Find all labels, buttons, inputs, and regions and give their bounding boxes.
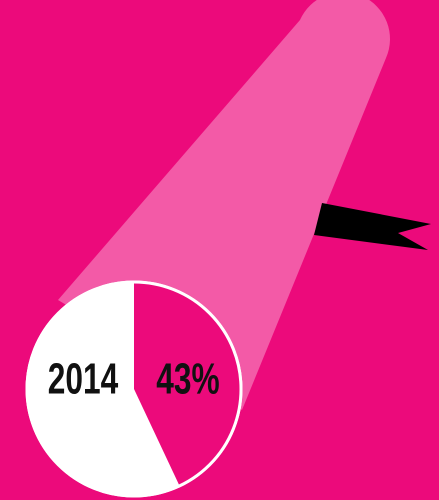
pie-label: 2014 bbox=[48, 355, 119, 404]
infographic: 43% 2014 bbox=[0, 0, 439, 500]
slice-label: 43% bbox=[156, 355, 219, 404]
